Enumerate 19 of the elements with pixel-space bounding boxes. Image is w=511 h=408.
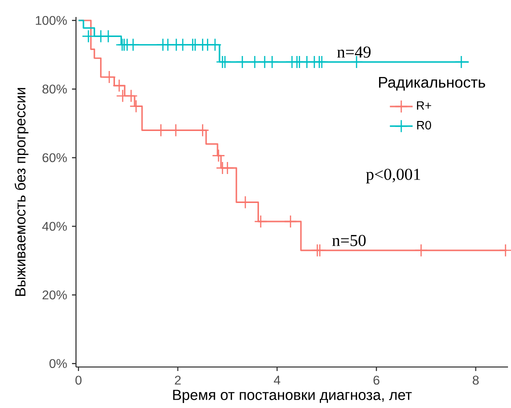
annotation: n=50 <box>332 234 366 246</box>
y-tick-label: 80% <box>42 84 67 94</box>
legend-title: Радикальность <box>379 77 486 91</box>
legend-label: R0 <box>417 120 432 130</box>
y-tick-label: 60% <box>42 153 67 162</box>
x-tick-label: 2 <box>174 376 181 385</box>
annotation: n=49 <box>337 46 371 58</box>
legend-label: R+ <box>417 101 432 110</box>
x-tick-label: 4 <box>274 376 280 384</box>
y-tick-label: 20% <box>42 290 67 300</box>
y-tick-label: 40% <box>42 222 67 231</box>
x-tick-label: 8 <box>472 376 479 385</box>
x-tick-label: 6 <box>374 376 380 385</box>
annotation: p<0,001 <box>366 168 420 184</box>
y-tick-label: 0% <box>49 359 67 368</box>
x-axis-title: Время от постановки диагноза, лет <box>173 390 412 403</box>
y-tick-label: 100% <box>36 16 67 25</box>
y-axis-title: Выживаемость без прогрессии <box>14 88 28 296</box>
x-tick-label: 0 <box>75 376 82 385</box>
